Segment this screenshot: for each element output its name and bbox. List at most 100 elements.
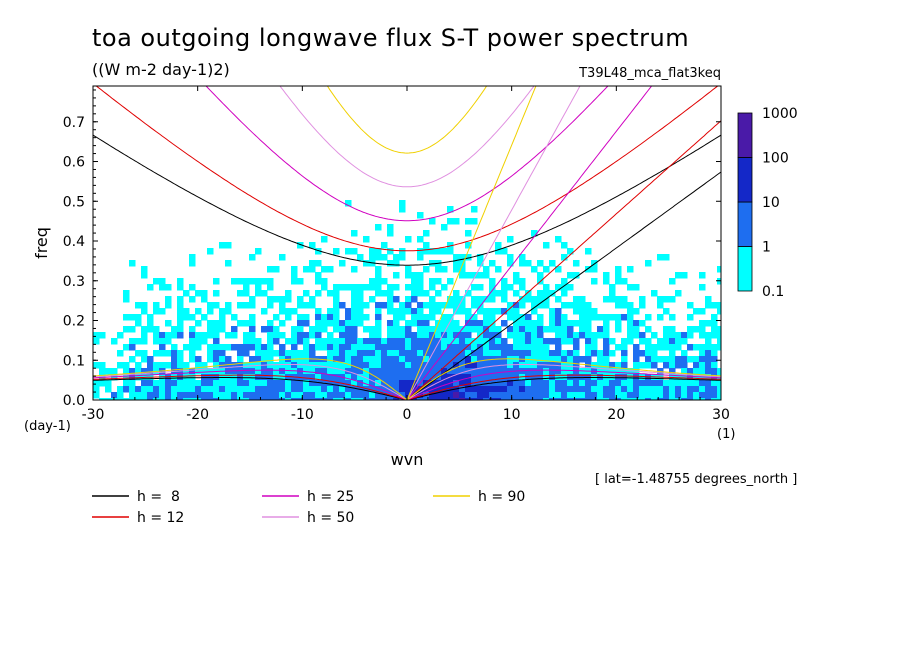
- heat-cell: [399, 392, 406, 399]
- heat-cell: [357, 320, 364, 327]
- heat-cell: [453, 350, 460, 357]
- heat-cell: [489, 314, 496, 321]
- heat-cell: [675, 290, 682, 297]
- heat-cell: [165, 320, 172, 327]
- heat-cell: [249, 278, 256, 285]
- heat-cell: [375, 266, 382, 273]
- heat-cell: [411, 374, 418, 381]
- heat-cell: [123, 368, 130, 375]
- heat-cell: [495, 242, 502, 249]
- heat-cell: [261, 356, 268, 363]
- heat-cell: [345, 398, 352, 400]
- heat-cell: [483, 350, 490, 357]
- heat-cell: [189, 368, 196, 375]
- heat-cell: [525, 296, 532, 303]
- heat-cell: [621, 362, 628, 369]
- heat-cell: [417, 338, 424, 345]
- heat-cell: [441, 338, 448, 345]
- heat-cell: [507, 350, 514, 357]
- heat-cell: [291, 308, 298, 315]
- heat-cell: [297, 398, 304, 400]
- heat-cell: [447, 368, 454, 375]
- heat-cell: [387, 398, 394, 400]
- heat-cell: [621, 344, 628, 351]
- heat-cell: [285, 338, 292, 345]
- heat-cell: [243, 350, 250, 357]
- heat-cell: [603, 320, 610, 327]
- heat-cell: [687, 368, 694, 375]
- heat-cell: [207, 248, 214, 255]
- heat-cell: [123, 380, 130, 387]
- heat-cell: [177, 332, 184, 339]
- heat-cell: [561, 278, 568, 285]
- heat-cell: [525, 386, 532, 393]
- heat-cell: [465, 332, 472, 339]
- heat-cell: [273, 380, 280, 387]
- heat-cell: [297, 362, 304, 369]
- heat-cell: [333, 380, 340, 387]
- heat-cell: [471, 368, 478, 375]
- heat-cell: [435, 248, 442, 255]
- heat-cell: [333, 308, 340, 315]
- heat-cell: [459, 272, 466, 279]
- heat-cell: [693, 398, 700, 400]
- heat-cell: [375, 326, 382, 333]
- heat-cell: [195, 308, 202, 315]
- heat-cell: [519, 254, 526, 261]
- heat-cell: [447, 206, 454, 213]
- heat-cell: [609, 350, 616, 357]
- heat-cell: [273, 326, 280, 333]
- heat-cell: [393, 254, 400, 261]
- heat-cell: [369, 362, 376, 369]
- heat-cell: [195, 356, 202, 363]
- heat-cell: [603, 314, 610, 321]
- heat-cell: [399, 314, 406, 321]
- heat-cell: [525, 374, 532, 381]
- heat-cell: [669, 338, 676, 345]
- heat-cell: [489, 260, 496, 267]
- heat-cell: [621, 386, 628, 393]
- heat-cell: [519, 386, 526, 393]
- heat-cell: [555, 368, 562, 375]
- heat-cell: [183, 344, 190, 351]
- heat-cell: [177, 326, 184, 333]
- heat-cell: [537, 332, 544, 339]
- heat-cell: [405, 344, 412, 351]
- heat-cell: [447, 314, 454, 321]
- heat-cell: [417, 326, 424, 333]
- heat-cell: [249, 302, 256, 309]
- heat-cell: [159, 398, 166, 400]
- heat-cell: [561, 314, 568, 321]
- heat-cell: [249, 398, 256, 400]
- heat-cell: [429, 398, 436, 400]
- heat-cell: [471, 314, 478, 321]
- heat-cell: [543, 284, 550, 291]
- heat-cell: [495, 308, 502, 315]
- x-tick-label: 30: [712, 407, 730, 423]
- heat-cell: [507, 344, 514, 351]
- heat-cell: [597, 332, 604, 339]
- heat-cell: [261, 308, 268, 315]
- heat-cell: [489, 320, 496, 327]
- heat-cell: [429, 296, 436, 303]
- heat-cell: [207, 344, 214, 351]
- heat-cell: [297, 320, 304, 327]
- heat-cell: [531, 374, 538, 381]
- heat-cell: [717, 386, 721, 393]
- heat-cell: [429, 332, 436, 339]
- heat-cell: [159, 350, 166, 357]
- heat-cell: [357, 338, 364, 345]
- heat-cell: [249, 356, 256, 363]
- heat-cell: [423, 356, 430, 363]
- heat-cell: [363, 356, 370, 363]
- heat-cell: [387, 248, 394, 255]
- heat-cell: [447, 248, 454, 255]
- heat-cell: [669, 326, 676, 333]
- heat-cell: [225, 302, 232, 309]
- heat-cell: [399, 344, 406, 351]
- heat-cell: [573, 344, 580, 351]
- heat-cell: [243, 362, 250, 369]
- heat-cell: [429, 338, 436, 345]
- heat-cell: [279, 368, 286, 375]
- heat-cell: [663, 338, 670, 345]
